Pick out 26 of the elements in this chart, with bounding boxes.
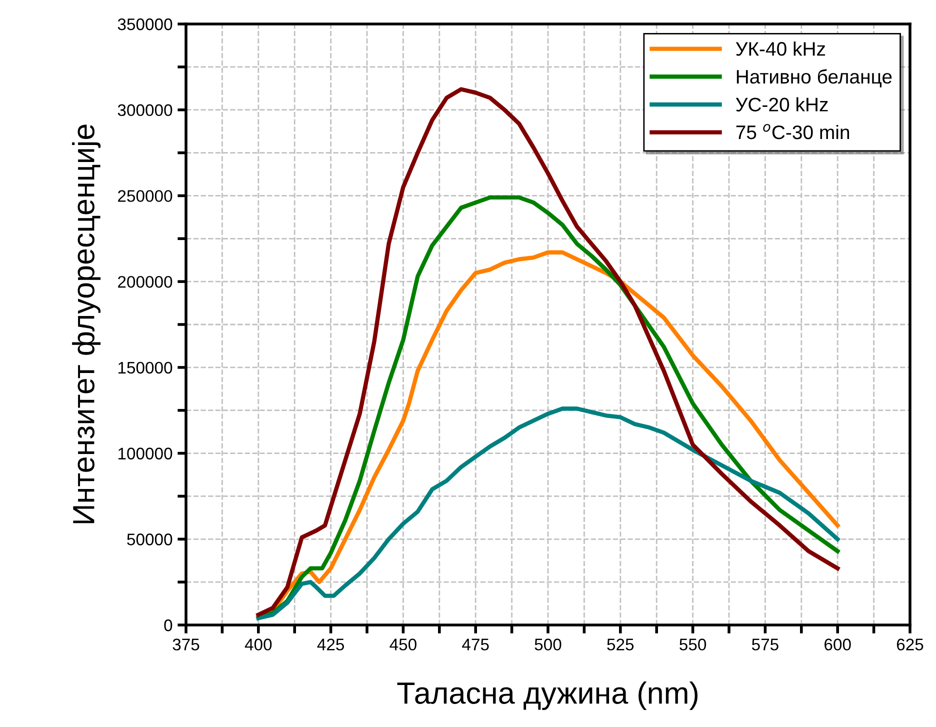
x-tick-label: 500 — [534, 638, 562, 650]
legend-label: Нативно беланце — [736, 69, 892, 88]
x-axis-title: Таласна дужина (nm) — [397, 682, 698, 710]
y-tick-label: 200000 — [118, 276, 172, 288]
y-tick-label: 50000 — [127, 534, 172, 546]
legend-label: 75 $^{o}$C-30 min — [736, 124, 850, 140]
x-tick-label: 425 — [317, 638, 344, 650]
x-tick-label: 600 — [824, 638, 851, 650]
y-tick-label: 100000 — [118, 448, 172, 460]
x-tick-label: 475 — [462, 638, 489, 650]
x-tick-label: 575 — [752, 638, 778, 650]
line-series — [256, 406, 840, 620]
x-tick-label: 525 — [607, 638, 634, 650]
legend-label: УС-20 kHz — [736, 97, 828, 112]
x-tick-label: 375 — [172, 638, 200, 650]
y-tick-label: 150000 — [118, 362, 172, 374]
y-tick-label: 0 — [164, 619, 172, 632]
x-tick-label: 400 — [244, 638, 272, 650]
y-tick-label: 300000 — [118, 104, 172, 116]
legend-label: УК-40 kHz — [736, 42, 826, 56]
x-tick-label: 550 — [680, 638, 706, 650]
y-tick-label: 350000 — [118, 18, 172, 30]
y-tick-label: 250000 — [118, 190, 172, 202]
y-axis-title: Интензитет флуоресценције — [72, 124, 101, 524]
x-tick-label: 450 — [390, 638, 416, 650]
x-tick-label: 625 — [896, 638, 924, 650]
